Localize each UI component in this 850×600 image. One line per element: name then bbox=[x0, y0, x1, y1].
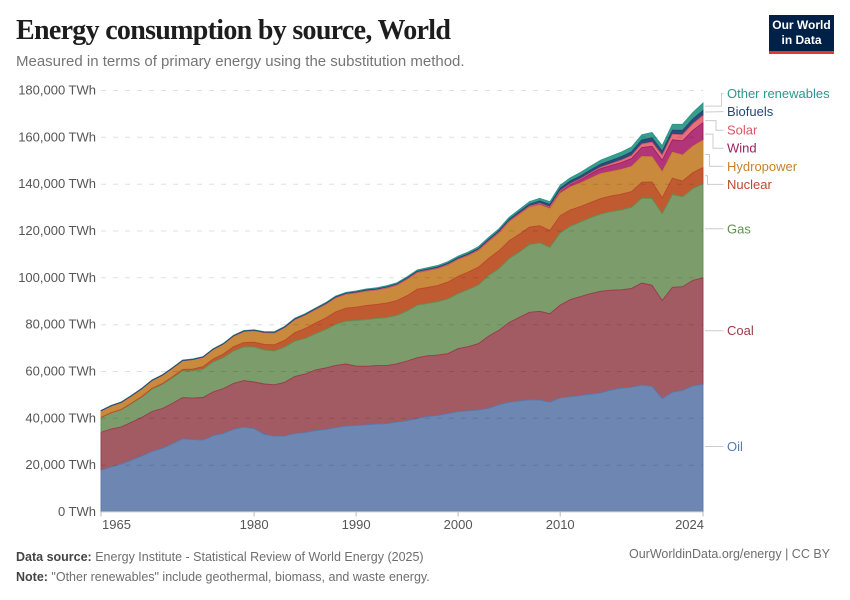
svg-text:80,000 TWh: 80,000 TWh bbox=[25, 317, 96, 332]
svg-text:2010: 2010 bbox=[546, 517, 575, 532]
svg-text:140,000 TWh: 140,000 TWh bbox=[18, 176, 96, 191]
svg-text:Gas: Gas bbox=[727, 221, 751, 236]
svg-text:Coal: Coal bbox=[727, 323, 754, 338]
svg-text:1990: 1990 bbox=[342, 517, 371, 532]
svg-text:40,000 TWh: 40,000 TWh bbox=[25, 410, 96, 425]
svg-text:Biofuels: Biofuels bbox=[727, 104, 774, 119]
svg-text:100,000 TWh: 100,000 TWh bbox=[18, 270, 96, 285]
svg-text:2024: 2024 bbox=[675, 517, 704, 532]
svg-text:Solar: Solar bbox=[727, 123, 758, 138]
svg-text:Other renewables: Other renewables bbox=[727, 86, 830, 101]
svg-text:1980: 1980 bbox=[240, 517, 269, 532]
svg-text:120,000 TWh: 120,000 TWh bbox=[18, 223, 96, 238]
svg-text:Nuclear: Nuclear bbox=[727, 177, 772, 192]
svg-text:1965: 1965 bbox=[102, 517, 131, 532]
svg-text:20,000 TWh: 20,000 TWh bbox=[25, 457, 96, 472]
svg-text:0 TWh: 0 TWh bbox=[58, 504, 96, 519]
svg-text:2000: 2000 bbox=[444, 517, 473, 532]
svg-text:160,000 TWh: 160,000 TWh bbox=[18, 129, 96, 144]
svg-text:Oil: Oil bbox=[727, 439, 743, 454]
svg-text:180,000 TWh: 180,000 TWh bbox=[18, 83, 96, 98]
svg-text:Hydropower: Hydropower bbox=[727, 159, 798, 174]
svg-text:60,000 TWh: 60,000 TWh bbox=[25, 364, 96, 379]
svg-text:Wind: Wind bbox=[727, 141, 757, 156]
